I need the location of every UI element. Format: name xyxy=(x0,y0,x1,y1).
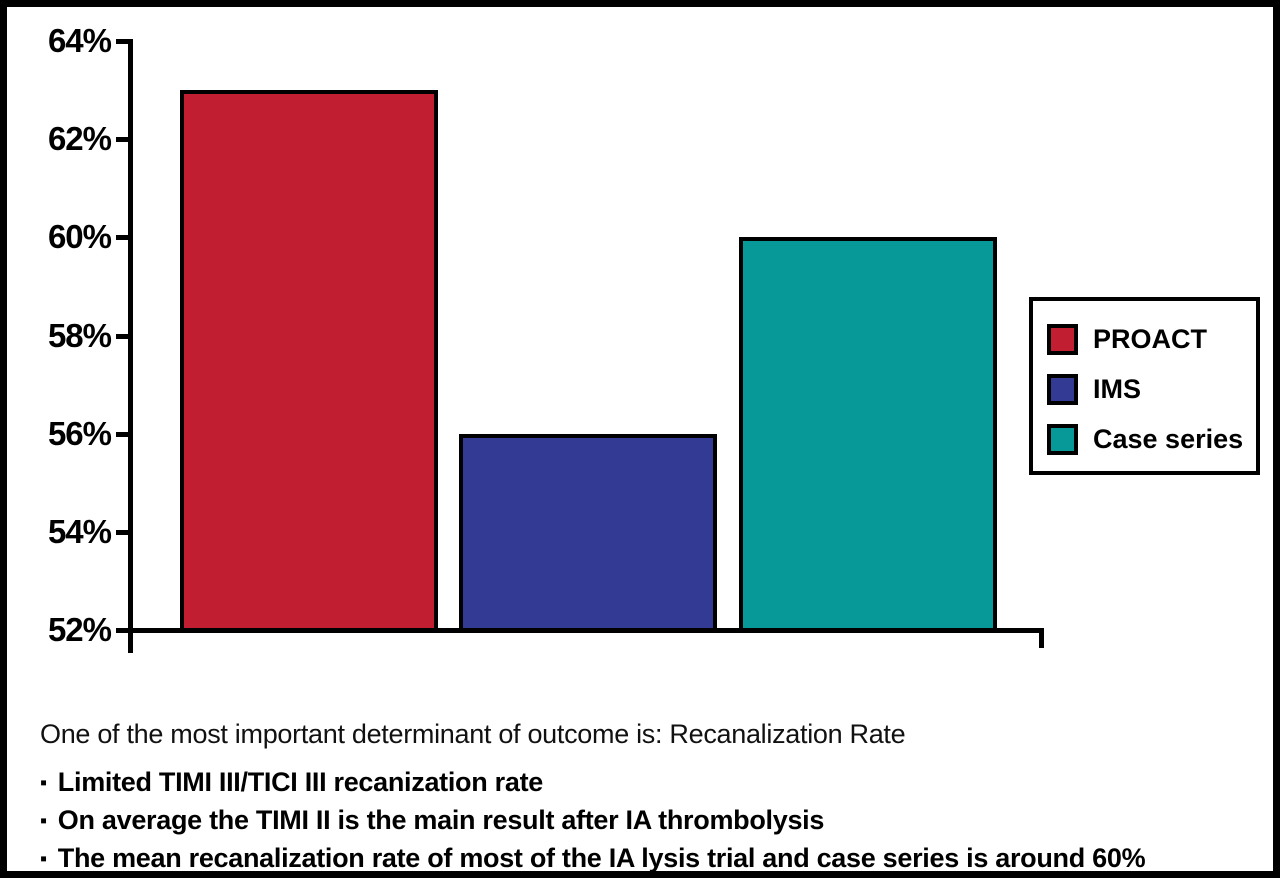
y-tick-mark xyxy=(116,39,133,44)
y-tick-mark xyxy=(116,235,133,240)
legend-item: PROACT xyxy=(1047,314,1256,364)
y-axis xyxy=(128,40,133,653)
bullet-item: ▪ The mean recanalization rate of most of… xyxy=(40,843,1250,873)
bar-chart: 52% 54% 56% 58% 60% 62% 64% PROACT IMS Case seri… xyxy=(7,7,1273,871)
y-tick-label: 60% xyxy=(47,218,112,255)
y-tick-label: 52% xyxy=(47,611,112,648)
y-tick-mark xyxy=(116,334,133,339)
bullet-text: The mean recanalization rate of most of … xyxy=(57,843,1146,873)
bullet-text: Limited TIMI III/TICI III recanization r… xyxy=(57,767,543,797)
legend-label: PROACT xyxy=(1093,323,1207,354)
y-tick-mark xyxy=(116,432,133,437)
bullet-marker-icon: ▪ xyxy=(40,772,47,794)
y-tick-mark xyxy=(116,137,133,142)
notes-heading: One of the most important determinant of… xyxy=(40,719,906,749)
legend-swatch-icon xyxy=(1047,373,1078,405)
y-tick-label: 62% xyxy=(47,120,112,157)
x-axis-end-tick xyxy=(1039,628,1044,648)
legend-item: Case series xyxy=(1047,414,1256,464)
y-tick-label: 64% xyxy=(47,22,112,59)
bullet-item: ▪ On average the TIMI II is the main resu… xyxy=(40,805,1250,836)
legend-items: PROACT IMS Case series xyxy=(1047,314,1256,464)
legend-item: IMS xyxy=(1047,364,1256,414)
y-tick-mark xyxy=(116,628,133,633)
legend-swatch-icon xyxy=(1047,423,1078,455)
bullet-marker-icon: ▪ xyxy=(40,810,47,832)
notes-section: One of the most important determinant of… xyxy=(40,719,1250,873)
bar-proact xyxy=(180,90,438,632)
bar-case-series xyxy=(739,237,997,632)
legend-swatch-icon xyxy=(1047,323,1078,355)
legend-label: Case series xyxy=(1093,423,1244,454)
bullet-item: ▪ Limited TIMI III/TICI III recanization … xyxy=(40,767,1250,798)
y-tick-label: 58% xyxy=(47,317,112,354)
y-tick-mark xyxy=(116,530,133,535)
notes-bullets: ▪ Limited TIMI III/TICI III recanization … xyxy=(40,767,1250,873)
bullet-text: On average the TIMI II is the main resul… xyxy=(57,805,825,835)
y-tick-label: 54% xyxy=(47,513,112,550)
legend: PROACT IMS Case series xyxy=(1029,297,1260,475)
bar-ims xyxy=(459,434,717,632)
bullet-marker-icon: ▪ xyxy=(40,848,47,870)
legend-label: IMS xyxy=(1093,373,1142,404)
y-tick-label: 56% xyxy=(47,415,112,452)
